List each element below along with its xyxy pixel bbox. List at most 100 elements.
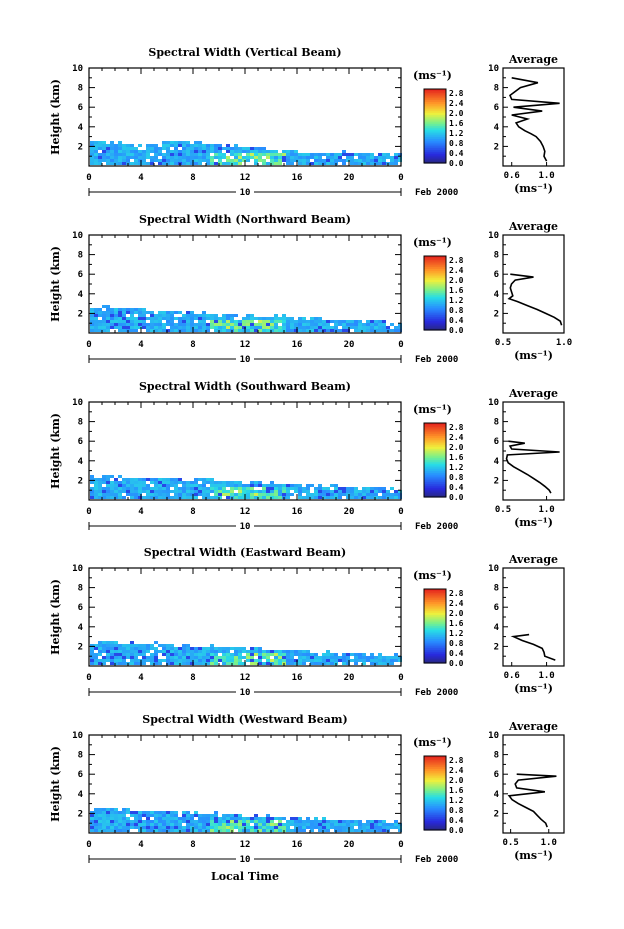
x-tick-label: 8 [190, 340, 195, 350]
colorbar [423, 88, 447, 164]
heatmap-cells [90, 141, 402, 165]
colorbar-tick-label: 0.8 [449, 139, 464, 148]
colorbar-unit: (ms⁻¹) [413, 236, 452, 249]
x-tick-label: 8 [190, 507, 195, 517]
average-profile-line [510, 633, 556, 661]
colorbar-tick-label: 1.6 [449, 286, 464, 295]
x-tick-label: 12 [240, 173, 251, 183]
average-title: Average [508, 553, 558, 566]
colorbar-tick-label: 1.6 [449, 453, 464, 462]
colorbar-tick-label: 1.2 [449, 629, 464, 638]
day-label: 10 [240, 522, 251, 532]
colorbar-tick-label: 2.0 [449, 609, 464, 618]
colorbar-tick-label: 0.4 [449, 816, 464, 825]
y-tick-label: 10 [72, 231, 83, 241]
x-tick-label: 4 [138, 507, 144, 517]
x-tick-label: 4 [138, 840, 144, 850]
colorbar [423, 755, 447, 831]
x-tick-label: 4 [138, 173, 144, 183]
chart-panel-0: Spectral Width (Vertical Beam) 2 4 6 8 10 0 4 8 1… [49, 46, 565, 198]
x-tick-label: 4 [138, 340, 144, 350]
x-tick-label: 12 [240, 507, 251, 517]
colorbar-tick-label: 0.4 [449, 149, 464, 158]
colorbar-tick-label: 2.0 [449, 276, 464, 285]
chart-title: Spectral Width (Southward Beam) [139, 380, 351, 393]
y-tick-label: 8 [78, 418, 83, 428]
date-label: Feb 2000 [415, 522, 458, 532]
average-y-tick-label: 4 [494, 123, 500, 133]
average-x-tick-label: 0.5 [495, 505, 511, 515]
colorbar-tick-label: 2.8 [449, 589, 464, 598]
average-x-tick-label: 0.6 [504, 171, 520, 181]
average-y-tick-label: 8 [494, 584, 499, 594]
x-tick-label: 20 [344, 507, 355, 517]
y-axis-label: Height (km) [49, 579, 62, 655]
average-y-tick-label: 8 [494, 251, 499, 261]
average-title: Average [508, 387, 558, 400]
y-axis-label: Height (km) [49, 79, 62, 155]
colorbar-tick-label: 1.2 [449, 796, 464, 805]
colorbar-unit: (ms⁻¹) [413, 736, 452, 749]
date-label: Feb 2000 [415, 188, 458, 198]
average-x-tick-label: 0.5 [502, 838, 518, 848]
x-tick-label: 16 [292, 673, 303, 683]
average-title: Average [508, 720, 558, 733]
day-label: 10 [240, 688, 251, 698]
colorbar-tick-label: 2.8 [449, 89, 464, 98]
average-x-tick-label: 1.0 [538, 171, 554, 181]
heatmap-cells [90, 305, 402, 332]
y-tick-label: 6 [78, 437, 83, 447]
x-tick-label: 20 [344, 173, 355, 183]
day-label: 10 [240, 188, 251, 198]
colorbar-tick-label: 0.0 [449, 326, 464, 335]
average-y-tick-label: 8 [494, 84, 499, 94]
heatmap-cells [90, 475, 402, 499]
x-tick-label: 20 [344, 840, 355, 850]
x-tick-label: 8 [190, 673, 195, 683]
average-x-tick-label: 1.0 [556, 338, 572, 348]
y-tick-label: 6 [78, 270, 83, 280]
x-tick-label: 16 [292, 173, 303, 183]
colorbar-tick-label: 0.0 [449, 659, 464, 668]
colorbar-tick-label: 2.4 [449, 266, 464, 275]
x-tick-label: 4 [138, 673, 144, 683]
colorbar-unit: (ms⁻¹) [413, 69, 452, 82]
y-tick-label: 4 [78, 123, 84, 133]
colorbar-tick-label: 0.4 [449, 316, 464, 325]
x-tick-label: 12 [240, 673, 251, 683]
y-axis-label: Height (km) [49, 746, 62, 822]
x-tick-label: 20 [344, 673, 355, 683]
y-tick-label: 10 [72, 731, 83, 741]
heatmap-cells [90, 641, 402, 665]
average-x-label: (ms⁻¹) [514, 849, 553, 862]
x-tick-label: 16 [292, 507, 303, 517]
chart-panel-2: Spectral Width (Southward Beam) 2 4 6 8 10 0 4 8… [49, 380, 565, 532]
y-tick-label: 2 [78, 476, 83, 486]
colorbar-unit: (ms⁻¹) [413, 569, 452, 582]
date-label: Feb 2000 [415, 855, 458, 865]
average-frame [502, 567, 565, 667]
x-tick-label: 8 [190, 173, 195, 183]
colorbar-tick-label: 1.6 [449, 119, 464, 128]
average-y-tick-label: 6 [494, 270, 499, 280]
average-y-tick-label: 6 [494, 103, 499, 113]
x-tick-label: 0 [86, 507, 91, 517]
x-tick-label: 0 [86, 840, 91, 850]
colorbar-tick-label: 1.2 [449, 296, 464, 305]
y-tick-label: 8 [78, 584, 83, 594]
average-y-tick-label: 4 [494, 290, 500, 300]
colorbar-tick-label: 2.4 [449, 599, 464, 608]
average-y-tick-label: 6 [494, 437, 499, 447]
chart-title: Spectral Width (Vertical Beam) [148, 46, 341, 59]
colorbar-tick-label: 0.8 [449, 639, 464, 648]
average-x-label: (ms⁻¹) [514, 682, 553, 695]
x-tick-label: 0 [86, 340, 91, 350]
colorbar-tick-label: 0.8 [449, 473, 464, 482]
y-tick-label: 4 [78, 290, 84, 300]
colorbar-tick-label: 1.2 [449, 463, 464, 472]
average-y-tick-label: 4 [494, 623, 500, 633]
colorbar-tick-label: 2.0 [449, 776, 464, 785]
y-tick-label: 4 [78, 790, 84, 800]
y-tick-label: 2 [78, 642, 83, 652]
